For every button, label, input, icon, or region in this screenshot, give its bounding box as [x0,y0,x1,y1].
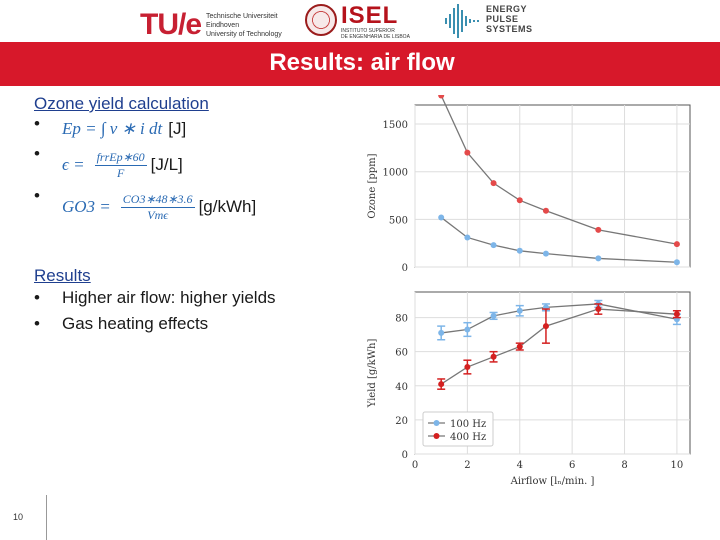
results-list: Higher air flow: higher yields Gas heati… [34,288,364,334]
data-point [673,241,680,248]
equation-density-lhs: ϵ = [62,155,85,174]
data-point [595,306,602,313]
legend-label: 400 Hz [450,432,486,443]
data-point [673,259,680,266]
data-point [438,92,445,99]
data-point [516,247,523,254]
data-point [516,307,523,314]
result-item: Gas heating effects [34,314,364,334]
data-point [490,242,497,249]
left-content: Ozone yield calculation Ep = ∫ v ∗ i dt … [34,94,364,334]
tue-logo: TU/e Technische Universiteit Eindhoven U… [140,6,290,41]
data-point [516,343,523,350]
y-tick-label: 500 [389,215,408,226]
chart-svg: 0 500 1000 1500 Ozone [ppm] 0 20 40 60 80 0 2 4 6 8 10 Y… [367,92,691,487]
equation-yield-lhs: GO3 = [62,197,111,216]
isel-subtitle: INSTITUTO SUPERIOR DE ENGENHARIA DE LISB… [341,28,410,40]
eps-logo: ENERGY PULSE SYSTEMS [444,4,534,38]
equation-yield-unit: [g/kWh] [198,197,257,216]
tue-text: Technische Universiteit Eindhoven Univer… [206,13,282,38]
footer-sidebar [0,495,47,540]
page-number: 10 [12,512,23,522]
title-banner [0,42,720,86]
logo-bar: TU/e Technische Universiteit Eindhoven U… [0,0,720,42]
equation-yield-numerator: CO3∗48∗3.6 [120,191,195,208]
data-point [490,353,497,360]
data-point [438,214,445,221]
data-point [516,197,523,204]
data-point [595,255,602,262]
y-axis-label: Yield [g/kWh] [367,339,378,409]
data-point [464,234,471,241]
results-chart: 0 500 1000 1500 Ozone [ppm] 0 20 40 60 80 0 2 4 6 8 10 Y… [360,92,705,495]
data-point [542,323,549,330]
data-point [464,149,471,156]
data-point [542,207,549,214]
equation-energy-lhs: Ep = ∫ v ∗ i dt [62,119,163,138]
x-tick-label: 6 [569,460,575,471]
y-tick-label: 0 [402,450,408,461]
tue-mark: TU/e [140,8,202,41]
y-axis-label: Ozone [ppm] [367,153,378,218]
data-point [490,180,497,187]
section-title-results: Results [34,266,91,285]
result-item: Higher air flow: higher yields [34,288,364,308]
equation-energy: Ep = ∫ v ∗ i dt [J] [34,114,364,144]
y-tick-label: 20 [395,416,408,427]
equation-energy-density: ϵ = frrEp∗60 F [J/L] [34,144,364,186]
x-axis-label: Airflow [lₙ/min. ] [510,476,595,487]
y-tick-label: 1000 [383,168,408,179]
y-tick-label: 80 [395,314,408,325]
x-tick-label: 8 [621,460,627,471]
pulse-waveform-icon [445,4,479,38]
section-title-ozone: Ozone yield calculation [34,94,209,113]
slide-title: Results: air flow [269,49,455,76]
legend-marker [433,433,440,439]
isel-logo: ISEL INSTITUTO SUPERIOR DE ENGENHARIA DE… [305,2,430,40]
x-tick-label: 2 [464,460,470,471]
y-tick-label: 1500 [383,120,408,131]
equation-energy-unit: [J] [168,119,187,138]
x-tick-label: 10 [671,460,684,471]
x-tick-label: 0 [412,460,418,471]
equation-list: Ep = ∫ v ∗ i dt [J] ϵ = frrEp∗60 F [J/L]… [34,114,364,228]
y-tick-label: 0 [402,263,408,274]
equation-yield-denominator: Vmϵ [147,207,169,222]
y-tick-label: 40 [395,382,408,393]
equation-density-fraction: frrEp∗60 F [94,149,147,181]
isel-name: ISEL [341,2,399,29]
equation-density-numerator: frrEp∗60 [94,149,147,166]
data-point [595,226,602,233]
data-point [464,364,471,371]
data-point [438,329,445,336]
legend-label: 100 Hz [450,419,486,430]
plot-frame [414,104,691,268]
data-point [542,250,549,257]
data-point [673,311,680,318]
y-tick-label: 60 [395,348,408,359]
equation-density-denominator: F [116,165,125,180]
eps-text: ENERGY PULSE SYSTEMS [486,4,533,34]
equation-yield: GO3 = CO3∗48∗3.6 Vmϵ [g/kWh] [34,186,364,228]
equation-density-unit: [J/L] [150,155,183,174]
x-tick-label: 4 [517,460,523,471]
legend-marker [433,420,440,426]
legend-box [422,411,494,447]
equation-yield-fraction: CO3∗48∗3.6 Vmϵ [120,191,195,223]
data-point [490,312,497,319]
data-point [438,381,445,388]
data-point [464,326,471,333]
isel-seal-icon [305,4,337,36]
